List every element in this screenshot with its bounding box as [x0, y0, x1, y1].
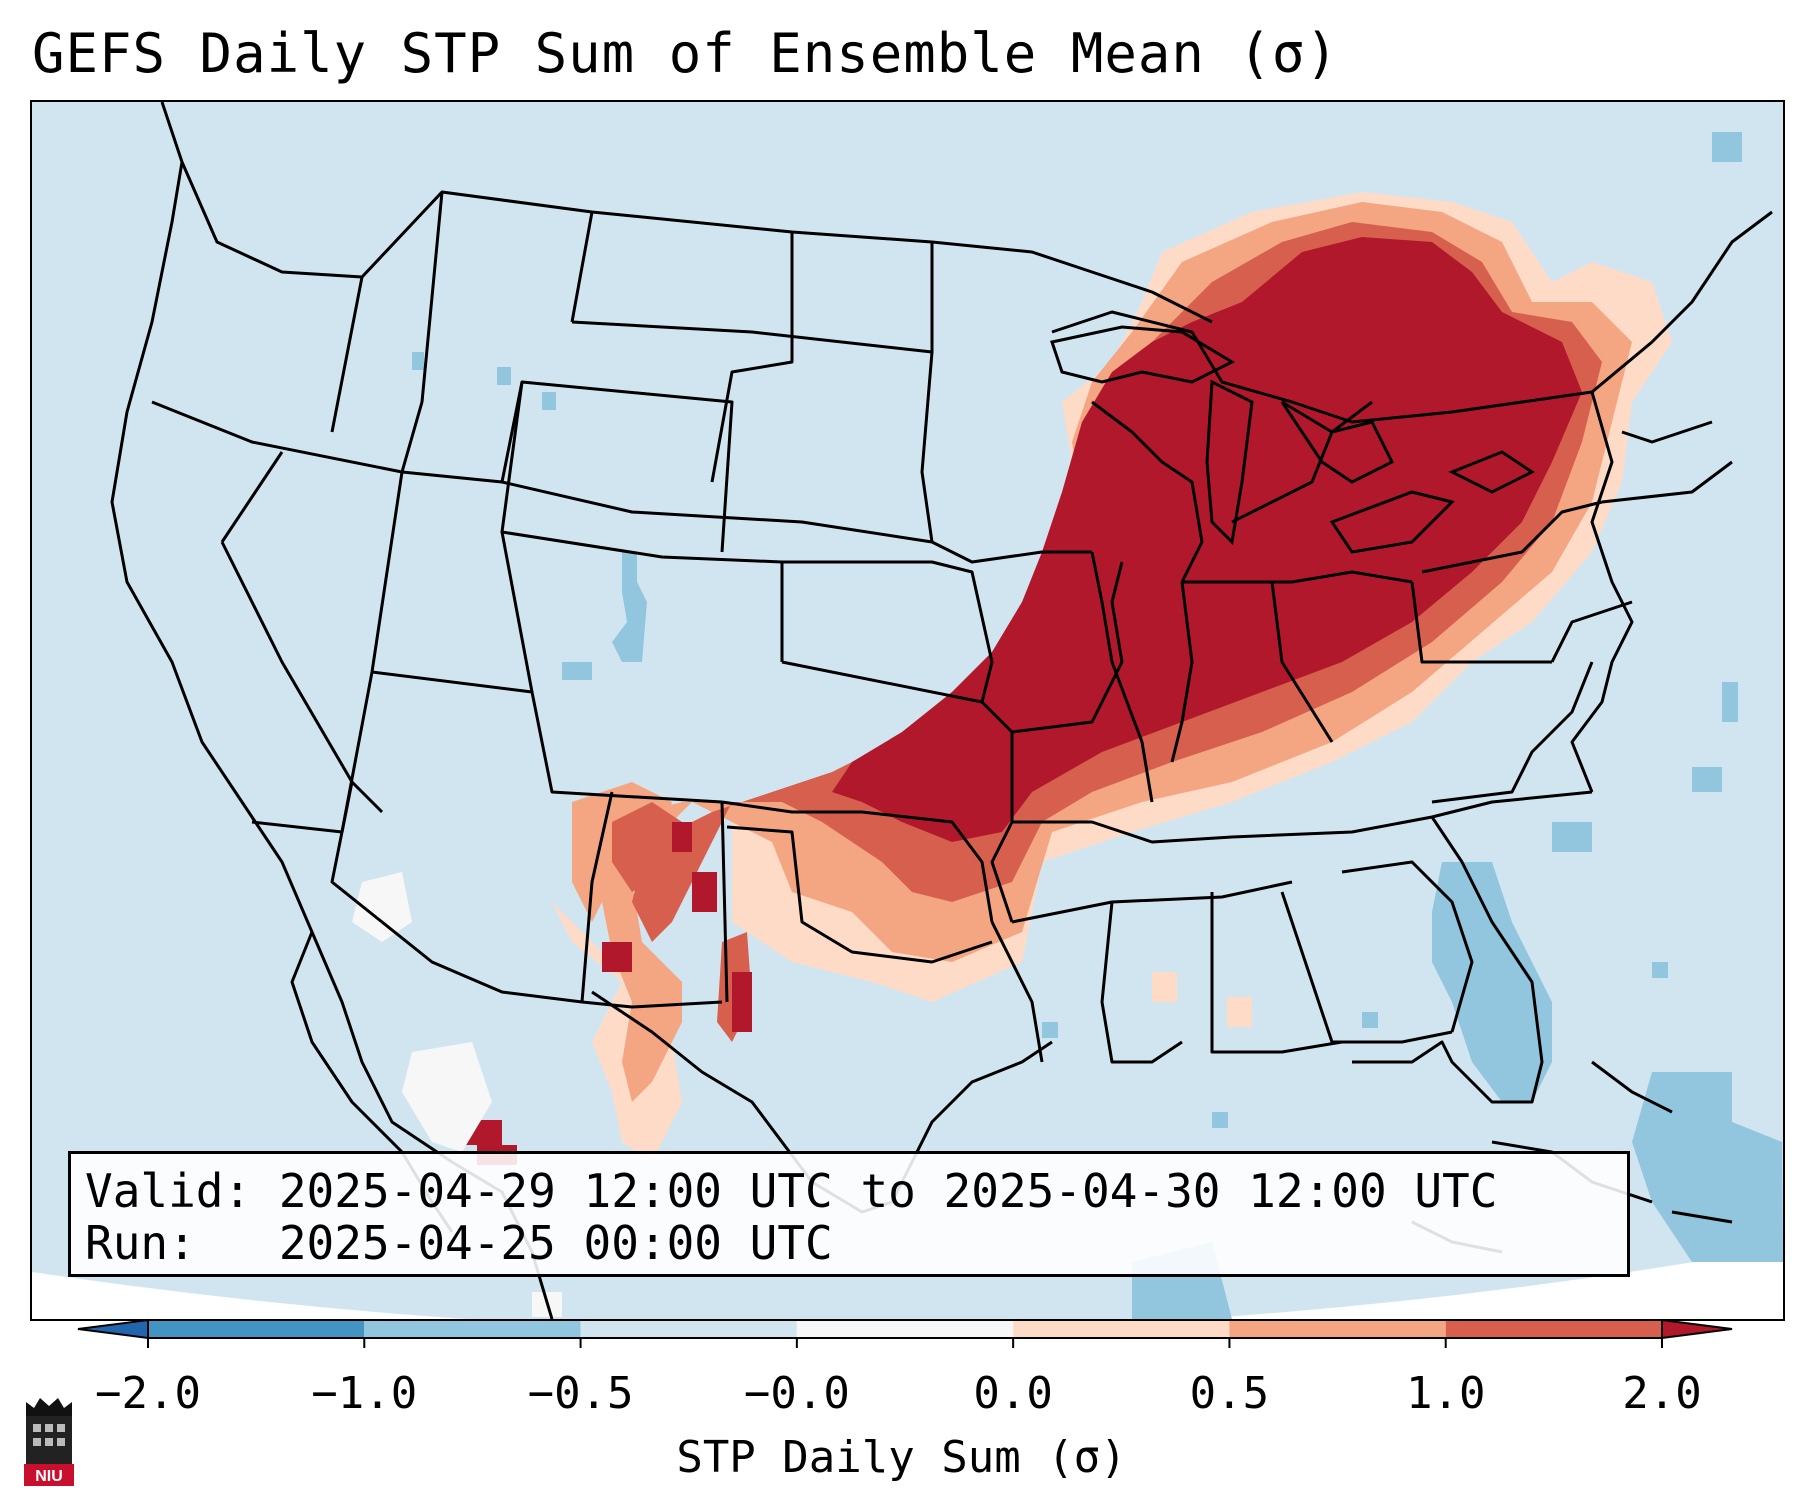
- colorbar-tick-label: −2.0: [95, 1368, 201, 1419]
- colorbar-bin: [364, 1320, 581, 1338]
- colorbar-tick-label: −0.5: [527, 1368, 634, 1419]
- off-projection-area: [32, 1247, 1783, 1319]
- colorbar-tick-label: 2.0: [1622, 1368, 1702, 1419]
- niu-logo: NIU: [24, 1398, 74, 1486]
- colorbar-bin: [1229, 1320, 1446, 1338]
- colorbar-under-extend: [77, 1318, 149, 1340]
- niu-logo-text: NIU: [35, 1468, 63, 1485]
- colorbar-bin: [148, 1320, 365, 1338]
- map-panel: [30, 100, 1785, 1321]
- colorbar-label: STP Daily Sum (σ): [676, 1432, 1127, 1483]
- colorbar-bin: [796, 1320, 1014, 1338]
- map-title: GEFS Daily STP Sum of Ensemble Mean (σ): [32, 22, 1339, 85]
- colorbar-tick-label: −0.0: [743, 1368, 850, 1419]
- colorbar-tick-label: 1.0: [1405, 1368, 1486, 1419]
- colorbar-bin: [1013, 1320, 1230, 1338]
- colorbar-tick-label: −1.0: [311, 1368, 418, 1419]
- map-canvas: [32, 102, 1783, 1319]
- valid-time-text: Valid: 2025-04-29 12:00 UTC to 2025-04-3…: [85, 1164, 1498, 1218]
- colorbar-tick-label: 0.5: [1189, 1368, 1270, 1419]
- great-lakes: [1050, 325, 1535, 554]
- colorbar-over-extend: [1661, 1318, 1733, 1340]
- colorbar-tick-label: 0.0: [973, 1368, 1053, 1419]
- colorbar-bin: [1445, 1320, 1662, 1338]
- colorbar-outline: [147, 1319, 1663, 1339]
- colorbar-bin: [580, 1320, 797, 1338]
- run-time-text: Run: 2025-04-25 00:00 UTC: [85, 1216, 833, 1270]
- valid-run-info-box: Valid: 2025-04-29 12:00 UTC to 2025-04-3…: [68, 1151, 1630, 1277]
- colorbar: [77, 1318, 1733, 1348]
